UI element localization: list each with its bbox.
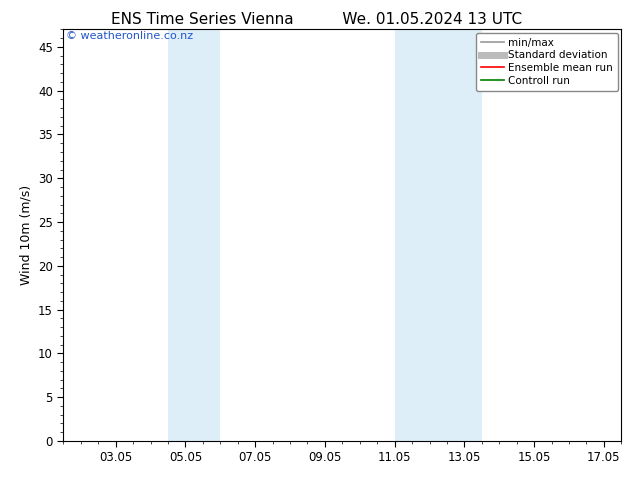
Text: © weatheronline.co.nz: © weatheronline.co.nz: [66, 31, 193, 42]
Y-axis label: Wind 10m (m/s): Wind 10m (m/s): [20, 185, 32, 285]
Text: ENS Time Series Vienna          We. 01.05.2024 13 UTC: ENS Time Series Vienna We. 01.05.2024 13…: [112, 12, 522, 27]
Bar: [168, 29, 221, 441]
Bar: [394, 29, 482, 441]
Legend: min/max, Standard deviation, Ensemble mean run, Controll run: min/max, Standard deviation, Ensemble me…: [476, 32, 618, 91]
